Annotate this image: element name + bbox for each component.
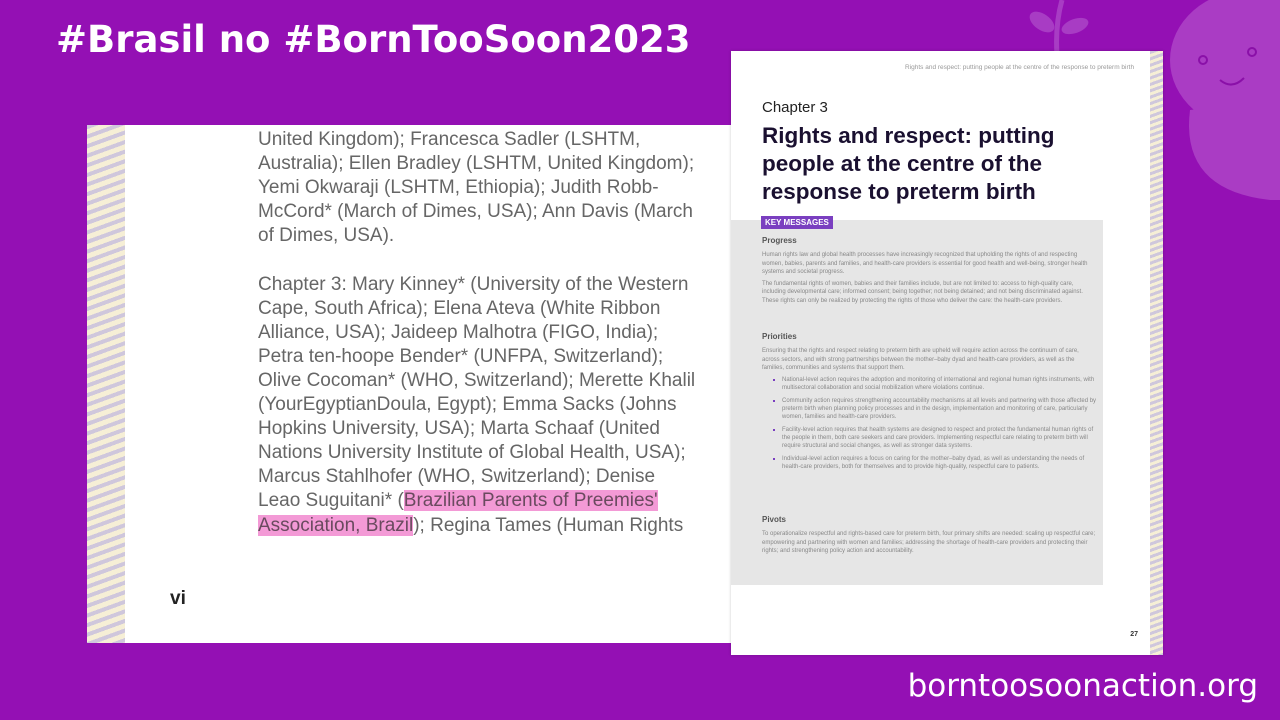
- bullet-item: Community action requires strengthening …: [773, 397, 1097, 421]
- text-line: Nations University Institute of Global H…: [258, 441, 695, 465]
- highlighted-text: Association, Brazil: [258, 514, 414, 536]
- line-text: of Dimes, USA).: [258, 225, 395, 247]
- progress-heading: Progress: [762, 236, 797, 245]
- text-line: Australia); Ellen Bradley (LSHTM, United…: [258, 152, 695, 176]
- paragraph: To operationalize respectful and rights-…: [762, 531, 1096, 554]
- website-url[interactable]: borntoosoonaction.org: [907, 668, 1258, 704]
- line-text: Cape, South Africa); Elena Ateva (White …: [258, 297, 661, 319]
- running-header: Rights and respect: putting people at th…: [905, 64, 1135, 71]
- text-line: Olive Cocoman* (WHO, Switzerland); Meret…: [258, 369, 695, 393]
- line-text: Yemi Okwaraji (LSHTM, Ethiopia); Judith …: [258, 177, 659, 199]
- decorative-strip: [1150, 51, 1163, 655]
- text-line: [258, 248, 695, 272]
- progress-section: Progress Human rights law and global hea…: [762, 236, 1097, 309]
- line-text: (YourEgyptianDoula, Egypt); Emma Sacks (…: [258, 394, 677, 416]
- text-line: McCord* (March of Dimes, USA); Ann Davis…: [258, 200, 695, 224]
- line-text: Australia); Ellen Bradley (LSHTM, United…: [258, 153, 695, 175]
- priorities-heading: Priorities: [762, 332, 797, 341]
- line-text: McCord* (March of Dimes, USA); Ann Davis…: [258, 201, 693, 223]
- text-line: Marcus Stahlhofer (WHO, Switzerland); De…: [258, 465, 695, 489]
- line-text: Hopkins University, USA); Marta Schaaf (…: [258, 418, 660, 440]
- chapter-label: Chapter 3: [762, 99, 828, 116]
- key-messages-label: KEY MESSAGES: [761, 216, 833, 229]
- text-line: Hopkins University, USA); Marta Schaaf (…: [258, 417, 695, 441]
- chapter-title: Rights and respect: putting people at th…: [762, 123, 1055, 204]
- text-line: Petra ten-hoope Bender* (UNFPA, Switzerl…: [258, 345, 695, 369]
- bullet-item: Facility-level action requires that heal…: [773, 426, 1097, 451]
- paragraph: Human rights law and global health proce…: [762, 252, 1088, 275]
- text-line: Association, Brazil); Regina Tames (Huma…: [258, 514, 695, 538]
- line-text: Leao Suguitani* (: [258, 490, 404, 512]
- line-text: Marcus Stahlhofer (WHO, Switzerland); De…: [258, 466, 656, 488]
- pivots-section: Pivots To operationalize respectful and …: [762, 515, 1097, 559]
- line-text: Nations University Institute of Global H…: [258, 442, 686, 464]
- contributors-text: United Kingdom); Francesca Sadler (LSHTM…: [258, 128, 695, 538]
- text-line: of Dimes, USA).: [258, 224, 695, 248]
- line-text: Petra ten-hoope Bender* (UNFPA, Switzerl…: [258, 345, 664, 367]
- paragraph: Ensuring that the rights and respect rel…: [762, 348, 1079, 371]
- paragraph: The fundamental rights of women, babies …: [762, 281, 1083, 304]
- page-number: 27: [1130, 631, 1138, 638]
- text-line: Cape, South Africa); Elena Ateva (White …: [258, 297, 695, 321]
- right-document-page: Rights and respect: putting people at th…: [731, 51, 1163, 655]
- bullet-item: National-level action requires the adopt…: [773, 376, 1097, 393]
- line-text: Chapter 3: Mary Kinney* (University of t…: [258, 273, 689, 295]
- text-line: Yemi Okwaraji (LSHTM, Ethiopia); Judith …: [258, 176, 695, 200]
- decorative-strip: [87, 125, 125, 643]
- sprout-icon: [1029, 0, 1089, 55]
- text-line: Alliance, USA); Jaideep Malhotra (FIGO, …: [258, 321, 695, 345]
- pivots-heading: Pivots: [762, 515, 787, 524]
- highlighted-text: Brazilian Parents of Preemies': [403, 490, 658, 512]
- text-line: Leao Suguitani* (Brazilian Parents of Pr…: [258, 489, 695, 513]
- key-messages-box: [731, 220, 1103, 585]
- left-document-page: United Kingdom); Francesca Sadler (LSHTM…: [87, 125, 731, 643]
- slide-title: #Brasil no #BornTooSoon2023: [56, 18, 691, 61]
- priorities-section: Priorities Ensuring that the rights and …: [762, 332, 1097, 475]
- line-text: ); Regina Tames (Human Rights: [413, 514, 684, 536]
- line-text: Alliance, USA); Jaideep Malhotra (FIGO, …: [258, 321, 659, 343]
- text-line: Chapter 3: Mary Kinney* (University of t…: [258, 273, 695, 297]
- page-number: vi: [170, 588, 186, 609]
- bullet-item: Individual-level action requires a focus…: [773, 455, 1097, 472]
- text-line: (YourEgyptianDoula, Egypt); Emma Sacks (…: [258, 393, 695, 417]
- line-text: United Kingdom); Francesca Sadler (LSHTM…: [258, 129, 641, 150]
- line-text: Olive Cocoman* (WHO, Switzerland); Meret…: [258, 369, 696, 391]
- baby-mascot-icon: [1170, 0, 1280, 200]
- text-line: United Kingdom); Francesca Sadler (LSHTM…: [258, 128, 695, 152]
